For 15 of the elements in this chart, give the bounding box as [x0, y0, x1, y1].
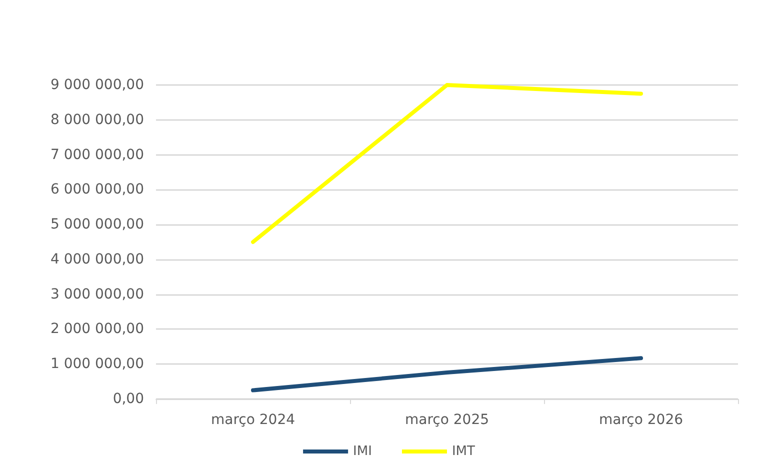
- y-tick-label: 5 000 000,00: [50, 216, 144, 233]
- legend-label: IMI: [353, 444, 372, 459]
- y-tick-label: 6 000 000,00: [50, 182, 144, 198]
- x-tick-label: março 2024: [210, 412, 296, 428]
- x-tick-label: março 2025: [404, 412, 490, 428]
- y-tick-label: 8 000 000,00: [50, 112, 144, 128]
- legend-label: IMT: [452, 444, 475, 459]
- y-tick-label: 3 000 000,00: [50, 286, 144, 302]
- y-tick-label: 1 000 000,00: [50, 356, 144, 372]
- y-tick-label: 4 000 000,00: [50, 251, 144, 268]
- y-tick-label: 0,00: [112, 391, 144, 407]
- x-tick-label: março 2026: [598, 412, 684, 428]
- y-tick-label: 7 000 000,00: [50, 146, 144, 163]
- y-tick-label: 9 000 000,00: [50, 77, 144, 93]
- y-tick-label: 2 000 000,00: [50, 321, 144, 338]
